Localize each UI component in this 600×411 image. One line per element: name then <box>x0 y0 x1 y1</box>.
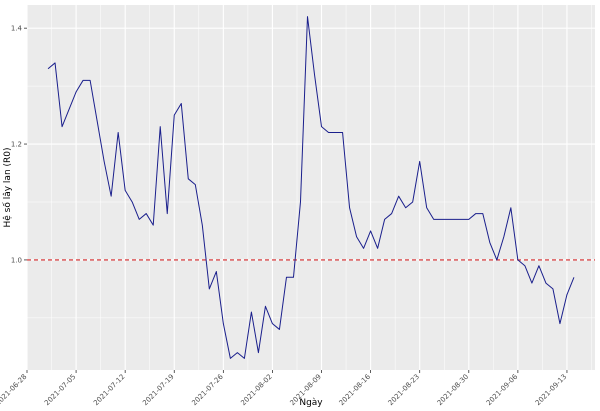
x-axis-title: Ngày <box>299 398 323 408</box>
grid-layer <box>26 5 595 370</box>
series-line <box>47 16 575 359</box>
x-tick-label: 2021-07-05 <box>43 373 77 407</box>
x-tick-label: 2021-08-23 <box>387 373 421 407</box>
y-axis-title: Hệ số lây lan (R0) <box>2 147 13 227</box>
series-layer <box>47 16 575 359</box>
x-tick-label: 2021-06-28 <box>0 373 28 407</box>
x-tick-label: 2021-09-13 <box>534 373 568 407</box>
x-tick-label: 2021-08-16 <box>338 372 373 407</box>
x-tick-label: 2021-08-02 <box>239 373 273 407</box>
plot-panel <box>27 5 595 370</box>
x-tick-label: 2021-07-19 <box>141 373 175 407</box>
x-tick-label: 2021-08-30 <box>436 373 470 407</box>
y-tick-label: 1.2 <box>11 141 22 149</box>
y-tick-label: 1.0 <box>11 256 22 264</box>
y-tick-label: 1.4 <box>11 25 23 33</box>
x-tick-label: 2021-07-26 <box>190 372 225 407</box>
x-tick-label: 2021-07-12 <box>92 373 126 407</box>
x-tick-label: 2021-09-06 <box>485 372 520 407</box>
